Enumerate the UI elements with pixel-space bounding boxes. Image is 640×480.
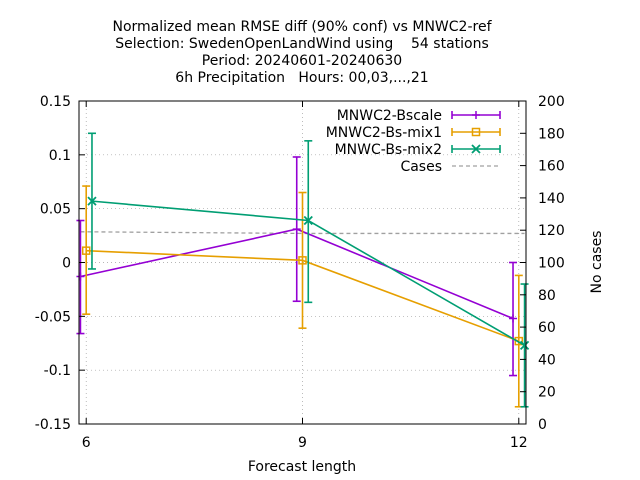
data-point-0-0 [76, 272, 85, 281]
legend-label-3: Cases [400, 159, 442, 175]
y2-tick-label-1: 180 [538, 126, 565, 142]
x-tick-label-1: 9 [298, 435, 307, 451]
y2-tick-label-2: 160 [538, 159, 565, 175]
y-tick-label-1: 0.1 [49, 148, 71, 164]
y2-axis-label: No cases [589, 231, 605, 294]
y2-tick-label-3: 140 [538, 191, 565, 207]
y-tick-label-0: 0.15 [40, 94, 71, 110]
data-point-2-2 [519, 340, 530, 351]
data-point-0-1 [292, 225, 301, 234]
y-tick-label-5: -0.1 [44, 363, 71, 379]
y2-tick-label-4: 120 [538, 223, 565, 239]
cases-layer [80, 231, 525, 235]
y2-tick-label-8: 40 [538, 352, 556, 368]
legend-label-0: MNWC2-Bscale [337, 108, 442, 124]
y2-tick-label-5: 100 [538, 256, 565, 272]
legend-marker-0 [472, 111, 480, 119]
series-2 [87, 132, 530, 408]
title-line-2: Selection: SwedenOpenLandWind using 54 s… [115, 36, 489, 52]
y2-tick-label-6: 80 [538, 288, 556, 304]
y-tick-label-2: 0.05 [40, 202, 71, 218]
y-tick-label-6: -0.15 [35, 417, 71, 433]
title-line-1: Normalized mean RMSE diff (90% conf) vs … [112, 19, 492, 35]
data-point-2-0 [87, 196, 97, 206]
y2-tick-label-9: 20 [538, 385, 556, 401]
data-point-1-0 [81, 246, 91, 255]
title-line-4: 6h Precipitation Hours: 00,03,...,21 [175, 70, 428, 86]
x-tick-label-2: 12 [510, 435, 528, 451]
data-point-0-2 [509, 314, 518, 323]
legend-marker-1 [471, 127, 481, 137]
axis-ticks: 0.150.10.050-0.05-0.1-0.1520018016014012… [35, 94, 565, 451]
chart-title: Normalized mean RMSE diff (90% conf) vs … [112, 19, 492, 86]
legend: MNWC2-BscaleMNWC2-Bs-mix1MNWC-Bs-mix2Cas… [326, 108, 501, 175]
data-point-1-2 [514, 336, 524, 346]
y2-tick-label-10: 0 [538, 417, 547, 433]
series-layer [76, 132, 530, 408]
cases-line [80, 231, 525, 235]
data-point-2-1 [303, 215, 313, 226]
x-axis-label: Forecast length [248, 459, 356, 475]
y2-tick-label-0: 200 [538, 94, 565, 110]
y-tick-label-3: 0 [62, 256, 71, 272]
series-0 [76, 156, 518, 377]
y2-tick-label-7: 60 [538, 320, 556, 336]
series-1 [81, 185, 524, 408]
legend-label-1: MNWC2-Bs-mix1 [326, 125, 442, 141]
x-tick-label-0: 6 [82, 435, 91, 451]
legend-marker-2 [471, 144, 481, 154]
data-point-1-1 [298, 256, 307, 265]
y-tick-label-4: -0.05 [35, 309, 71, 325]
title-line-3: Period: 20240601-20240630 [202, 53, 402, 69]
legend-label-2: MNWC-Bs-mix2 [335, 142, 442, 158]
